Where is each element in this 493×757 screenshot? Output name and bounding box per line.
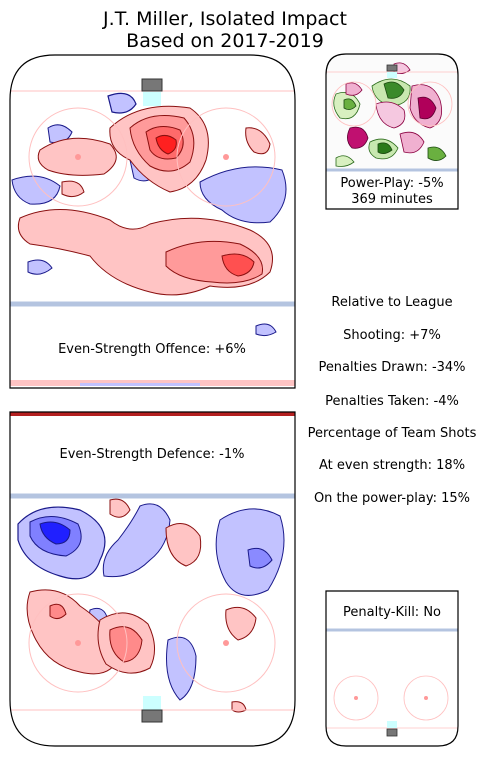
offence-goal — [141, 78, 163, 92]
pp-goal — [386, 64, 398, 72]
offence-left-circle — [28, 107, 128, 207]
stats-heading: Relative to League — [331, 295, 453, 310]
pp-pink-blob-4 — [417, 96, 437, 120]
pp-green-blob-8 — [335, 155, 355, 167]
defence-left-circle — [28, 593, 128, 693]
pp-label: Power-Play: -5% — [340, 176, 443, 191]
defence-pos-blob-1 — [109, 498, 131, 518]
defence-pos-blob-2 — [165, 523, 202, 567]
stat-shooting: Shooting: +7% — [343, 328, 441, 343]
offence-pos-blob-6 — [245, 127, 271, 155]
stat-penalties-taken: Penalties Taken: -4% — [325, 394, 459, 409]
offence-pos-blob-10 — [61, 180, 85, 198]
offence-heatmap — [10, 92, 295, 386]
pp-pink-blob-5 — [347, 126, 369, 149]
pp-rink-outline — [325, 53, 459, 210]
offence-neg-blob-6 — [27, 259, 53, 275]
pp-green-blob-4 — [343, 98, 357, 110]
defence-neg-blob-4 — [102, 503, 171, 578]
stat-power-play-share: On the power-play: 15% — [313, 491, 471, 506]
offence-neg-blob-2 — [107, 92, 137, 114]
stat-team-shots-heading: Percentage of Team Shots — [307, 426, 477, 441]
offence-crease — [143, 92, 161, 106]
defence-rink-outline — [9, 411, 296, 747]
defence-rink-markings — [9, 411, 296, 747]
defence-goal — [141, 709, 163, 723]
pp-rink-markings — [325, 53, 459, 210]
chart-title: J.T. Miller, Isolated Impact — [103, 8, 347, 30]
offence-pos-blob-5 — [155, 134, 177, 155]
offence-right-circle — [176, 107, 276, 207]
defence-label: Even-Strength Defence: -1% — [60, 447, 245, 462]
defence-pos-blob-6 — [225, 606, 257, 641]
defence-top-strip — [10, 412, 295, 416]
offence-rink-markings — [9, 54, 296, 389]
pk-right-circle — [403, 675, 449, 721]
pp-heatmap — [326, 54, 458, 170]
pp-green-blob-2 — [383, 81, 405, 99]
pp-green-blob-6 — [377, 142, 393, 154]
offence-neg-blob-3 — [11, 175, 61, 205]
offence-neg-blob-4 — [199, 166, 287, 224]
pp-green-blob-7 — [427, 146, 447, 161]
stat-penalties-drawn: Penalties Drawn: -34% — [318, 360, 466, 375]
defence-pos-blob-7 — [49, 603, 67, 620]
offence-pos-blob-9 — [221, 253, 255, 277]
pk-label: Penalty-Kill: No — [343, 605, 441, 620]
offence-neg-blob-7 — [255, 323, 277, 337]
offence-label: Even-Strength Offence: +6% — [58, 342, 246, 357]
stat-even-strength-share: At even strength: 18% — [318, 458, 466, 473]
pp-pink-blob-6 — [399, 131, 425, 154]
defence-right-circle — [176, 593, 276, 693]
defence-heatmap — [10, 412, 295, 713]
pk-rink-markings — [325, 590, 459, 747]
pk-rink-outline — [325, 590, 459, 747]
pp-pink-blob-1 — [345, 82, 363, 96]
defence-pos-blob-5 — [109, 626, 143, 663]
pk-goal — [386, 728, 398, 737]
defence-crease — [143, 696, 161, 710]
chart-subtitle: Based on 2017-2019 — [126, 30, 324, 52]
pk-left-circle — [333, 675, 379, 721]
pp-minutes: 369 minutes — [351, 192, 433, 207]
defence-neg-blob-3 — [39, 521, 71, 545]
defence-neg-blob-7 — [166, 636, 197, 701]
offence-rink-outline — [9, 54, 296, 389]
pp-pink-blob-2 — [375, 101, 406, 129]
defence-neg-blob-6 — [247, 547, 273, 569]
